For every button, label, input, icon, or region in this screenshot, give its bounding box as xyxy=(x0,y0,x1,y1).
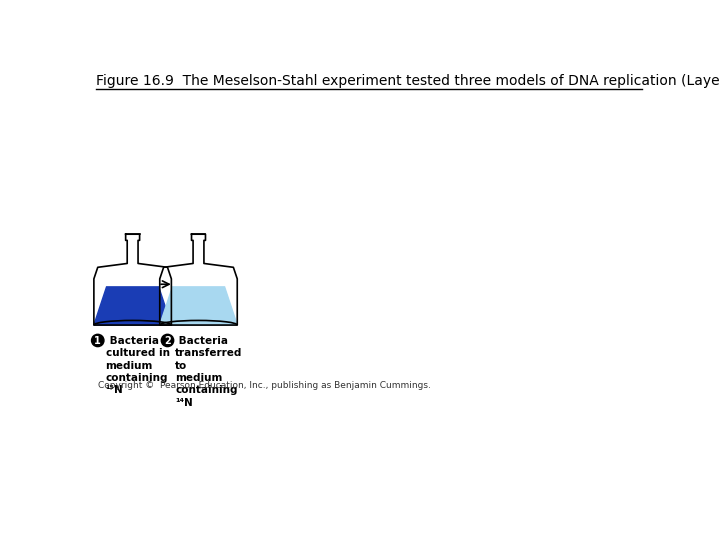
Polygon shape xyxy=(94,287,171,325)
Text: Bacteria
cultured in
medium
containing
¹⁵N: Bacteria cultured in medium containing ¹… xyxy=(106,336,169,395)
Circle shape xyxy=(91,334,104,347)
Polygon shape xyxy=(94,234,171,325)
Circle shape xyxy=(161,334,174,347)
Text: Figure 16.9  The Meselson-Stahl experiment tested three models of DNA replicatio: Figure 16.9 The Meselson-Stahl experimen… xyxy=(96,74,720,88)
Polygon shape xyxy=(160,234,238,325)
Text: Bacteria
transferred
to
medium
containing
¹⁴N: Bacteria transferred to medium containin… xyxy=(175,336,243,408)
Polygon shape xyxy=(160,287,238,325)
Text: Copyright ©  Pearson Education, Inc., publishing as Benjamin Cummings.: Copyright © Pearson Education, Inc., pub… xyxy=(98,381,431,389)
Text: 1: 1 xyxy=(94,336,101,346)
Text: 2: 2 xyxy=(164,336,171,346)
